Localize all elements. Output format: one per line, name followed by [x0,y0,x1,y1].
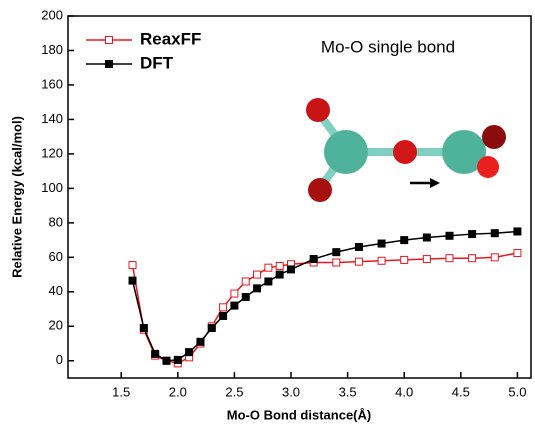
data-point [151,349,160,358]
data-point [207,324,216,333]
y-tick-label: 120 [41,145,63,160]
y-tick-label: 80 [49,214,63,229]
series-line [131,252,518,365]
data-point [128,261,137,270]
x-tick-label: 3.0 [282,384,300,399]
legend-marker [105,60,113,68]
y-tick-label: 60 [49,249,63,264]
data-point [309,255,318,264]
legend-marker [105,36,113,44]
data-point [377,256,386,265]
data-point [468,230,477,239]
data-point [196,337,205,346]
data-point [230,301,239,310]
data-point [354,242,363,251]
x-tick-label: 4.5 [452,384,470,399]
x-tick-label: 2.0 [169,384,187,399]
y-tick-label: 20 [49,318,63,333]
data-point [253,270,262,279]
data-point [354,257,363,266]
x-tick-label: 4.0 [395,384,413,399]
data-point [377,239,386,248]
legend-label: DFT [140,53,174,72]
data-point [287,265,296,274]
y-axis-label: Relative Energy (kcal/mol) [9,116,24,278]
y-tick-label: 160 [41,76,63,91]
y-tick-label: 180 [41,42,63,57]
data-point [219,311,228,320]
x-tick-label: 2.5 [225,384,243,399]
y-tick-label: 100 [41,180,63,195]
data-point [400,255,409,264]
data-point [128,276,137,285]
data-point [490,229,499,238]
y-tick-label: 40 [49,283,63,298]
data-point [422,255,431,264]
x-tick-label: 3.5 [339,384,357,399]
y-tick-label: 0 [56,352,63,367]
data-point [275,261,284,270]
y-tick-label: 200 [41,7,63,22]
data-point [422,233,431,242]
x-tick-label: 1.5 [112,384,130,399]
plot-frame [67,15,532,379]
data-point [264,263,273,272]
data-point [332,248,341,257]
data-point [185,348,194,357]
data-point [513,227,522,236]
data-point [241,277,250,286]
data-point [275,270,284,279]
data-point [468,254,477,263]
data-point [139,324,148,333]
data-point [400,236,409,245]
data-point [490,253,499,262]
data-point [445,254,454,263]
y-tick-label: 140 [41,111,63,126]
data-point [162,356,171,365]
data-point [230,289,239,298]
series-line [131,230,518,362]
data-point [445,231,454,240]
x-tick-label: 5.0 [508,384,526,399]
data-point [241,292,250,301]
molecule-illustration [306,98,506,202]
annotation: Mo-O single bond [321,37,455,56]
data-point [264,277,273,286]
data-point [253,284,262,293]
x-axis-label: Mo-O Bond distance(Å) [227,407,371,422]
data-point [513,249,522,258]
data-point [219,303,228,312]
data-point [332,258,341,267]
legend-label: ReaxFF [140,29,201,48]
data-point [173,355,182,364]
